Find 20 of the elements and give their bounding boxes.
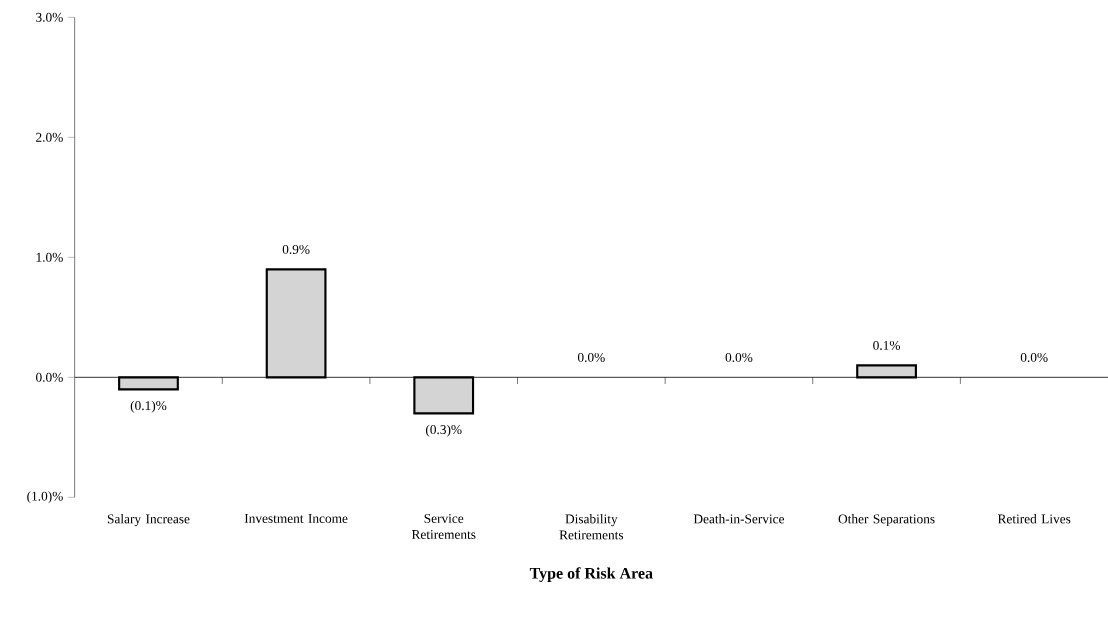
data-label: (0.1)% xyxy=(130,400,167,413)
x-tick-label: Disability Retirements xyxy=(559,514,624,540)
data-label: 0.1% xyxy=(873,340,901,350)
data-label: 0.0% xyxy=(1020,352,1048,362)
x-tick-label: Investment Income xyxy=(244,514,348,523)
y-tick-label: 0.0% xyxy=(36,372,63,382)
data-label: (0.3)% xyxy=(425,424,462,437)
data-label: 0.0% xyxy=(577,352,605,362)
x-tick-label: Other Separations xyxy=(838,514,935,527)
x-tick-label: Salary Increase xyxy=(107,514,190,527)
y-tick-label: 2.0% xyxy=(36,132,63,142)
data-label: 0.0% xyxy=(725,352,753,362)
x-tick-label: Death-in-Service xyxy=(693,514,785,524)
y-tick-label: 1.0% xyxy=(36,252,63,262)
x-tick-label: Retired Lives xyxy=(997,514,1071,524)
y-tick-label: 3.0% xyxy=(36,12,63,22)
x-tick-label: Service Retirements xyxy=(411,514,476,539)
y-tick-label: (1.0)% xyxy=(27,491,63,504)
data-label: 0.9% xyxy=(282,244,310,254)
x-axis-title: Type of Risk Area xyxy=(529,567,653,582)
